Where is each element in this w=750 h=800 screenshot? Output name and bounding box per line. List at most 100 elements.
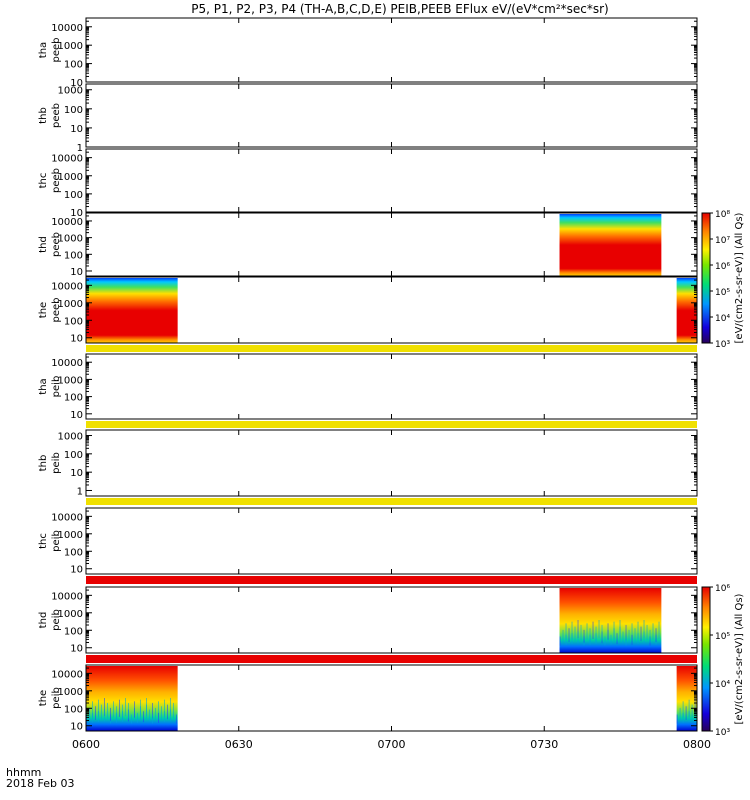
panel-thb-peib: 1 10 100 1000 thb peib	[38, 429, 698, 497]
noise-streak	[643, 631, 645, 644]
panel-label-probe: thc	[38, 533, 49, 549]
noise-streak	[631, 623, 633, 640]
noise-streak	[691, 704, 693, 720]
x-tick-label: 0630	[225, 738, 253, 751]
noise-streak	[658, 621, 660, 639]
y-tick-label: 100	[64, 316, 83, 327]
noise-streak	[562, 629, 564, 643]
noise-streak	[628, 629, 630, 643]
colorbars: 10³ 10⁴ 10⁵ 10⁶ 10⁷ 10⁸ [eV/(cm2-s-sr-eV)] (Al…	[701, 210, 745, 738]
colorbar-tick-label: 10³	[715, 340, 730, 350]
noise-streak	[152, 702, 153, 719]
noise-streak	[568, 628, 570, 642]
noise-streak	[158, 712, 159, 723]
y-tick-label: 1000	[58, 172, 83, 183]
noise-streak	[613, 621, 615, 639]
x-tick-label: 0730	[530, 738, 558, 751]
noise-streak	[625, 624, 627, 641]
x-tick-label: 0700	[378, 738, 406, 751]
noise-streak	[565, 623, 567, 640]
noise-streak	[164, 699, 165, 717]
noise-streak	[173, 702, 174, 719]
y-tick-label: 10000	[51, 358, 83, 369]
noise-streak	[110, 707, 111, 721]
noise-streak	[95, 706, 96, 720]
panel-frame	[85, 429, 698, 497]
panel-frame	[85, 17, 698, 83]
panel-label-probe: thb	[38, 107, 49, 124]
panel-label-probe: tha	[38, 378, 49, 394]
noise-streak	[152, 714, 153, 724]
noise-streak	[625, 636, 627, 646]
y-tick-label: 100	[64, 450, 83, 461]
noise-streak	[89, 707, 90, 721]
noise-streak	[571, 621, 573, 639]
y-tick-label: 1000	[58, 432, 83, 443]
colorbar-tick-label: 10⁵	[715, 632, 730, 642]
noise-streak	[637, 621, 639, 639]
peeb-colorbar: 10³ 10⁴ 10⁵ 10⁶ 10⁷ 10⁸ [eV/(cm2-s-sr-eV)] (Al…	[701, 210, 745, 350]
noise-streak	[167, 704, 168, 720]
y-tick-label: 10	[70, 644, 83, 655]
noise-streak	[128, 702, 129, 719]
panel-label-product: peib	[51, 376, 62, 398]
noise-streak	[637, 633, 639, 645]
noise-streak	[122, 704, 123, 720]
noise-streak	[143, 711, 144, 723]
y-tick-label: 100	[64, 704, 83, 715]
y-tick-label: 10	[70, 78, 83, 89]
noise-streak	[610, 634, 612, 645]
spectrogram-block	[676, 278, 697, 343]
noise-streak	[679, 707, 681, 721]
spectrogram-block	[676, 666, 697, 731]
y-tick-label: 10000	[51, 281, 83, 292]
noise-streak	[574, 626, 576, 642]
noise-streak	[101, 704, 102, 720]
panel-label-probe: thc	[38, 173, 49, 189]
panel-thb-peeb: 1 10 100 1000 thb peeb	[38, 83, 698, 154]
colorbar-tick-label: 10³	[715, 728, 730, 738]
y-tick-label: 10	[70, 267, 83, 278]
noise-streak	[652, 623, 654, 640]
noise-streak	[580, 624, 582, 641]
noise-streak	[688, 711, 690, 723]
noise-streak	[682, 701, 684, 718]
noise-streak	[140, 699, 141, 717]
panel-label-product: peeb	[51, 168, 62, 193]
separator-bar	[86, 655, 697, 663]
noise-streak	[634, 628, 636, 642]
noise-streak	[137, 712, 138, 723]
colorbar-label: [eV/(cm2-s-sr-eV)] (All Qs)	[734, 593, 745, 724]
noise-streak	[685, 706, 687, 720]
panel-frame	[85, 507, 698, 575]
y-tick-label: 1000	[58, 375, 83, 386]
noise-streak	[619, 620, 621, 639]
y-tick-label: 1000	[58, 687, 83, 698]
noise-streak	[655, 628, 657, 642]
y-tick-label: 1	[77, 143, 83, 154]
date-label: 2018 Feb 03	[6, 777, 74, 790]
noise-streak	[592, 621, 594, 639]
separator-bar	[86, 421, 697, 428]
panel-frame	[85, 83, 698, 148]
y-tick-label: 1000	[58, 41, 83, 52]
colorbar-tick-label: 10⁶	[715, 584, 730, 594]
noise-streak	[631, 634, 633, 645]
panel-label-product: peib	[51, 609, 62, 631]
noise-streak	[598, 620, 600, 639]
noise-streak	[161, 706, 162, 720]
noise-streak	[649, 629, 651, 643]
noise-streak	[607, 623, 609, 640]
y-tick-label: 1000	[58, 86, 83, 97]
colorbar-tick-label: 10⁷	[715, 236, 730, 246]
colorbar-tick-label: 10⁴	[715, 314, 730, 324]
noise-streak	[146, 698, 147, 717]
y-tick-label: 1000	[58, 234, 83, 245]
noise-streak	[577, 631, 579, 644]
time-axis: 0600 0630 0700 0730 0800	[72, 738, 711, 751]
panel-label-probe: thd	[38, 236, 49, 253]
